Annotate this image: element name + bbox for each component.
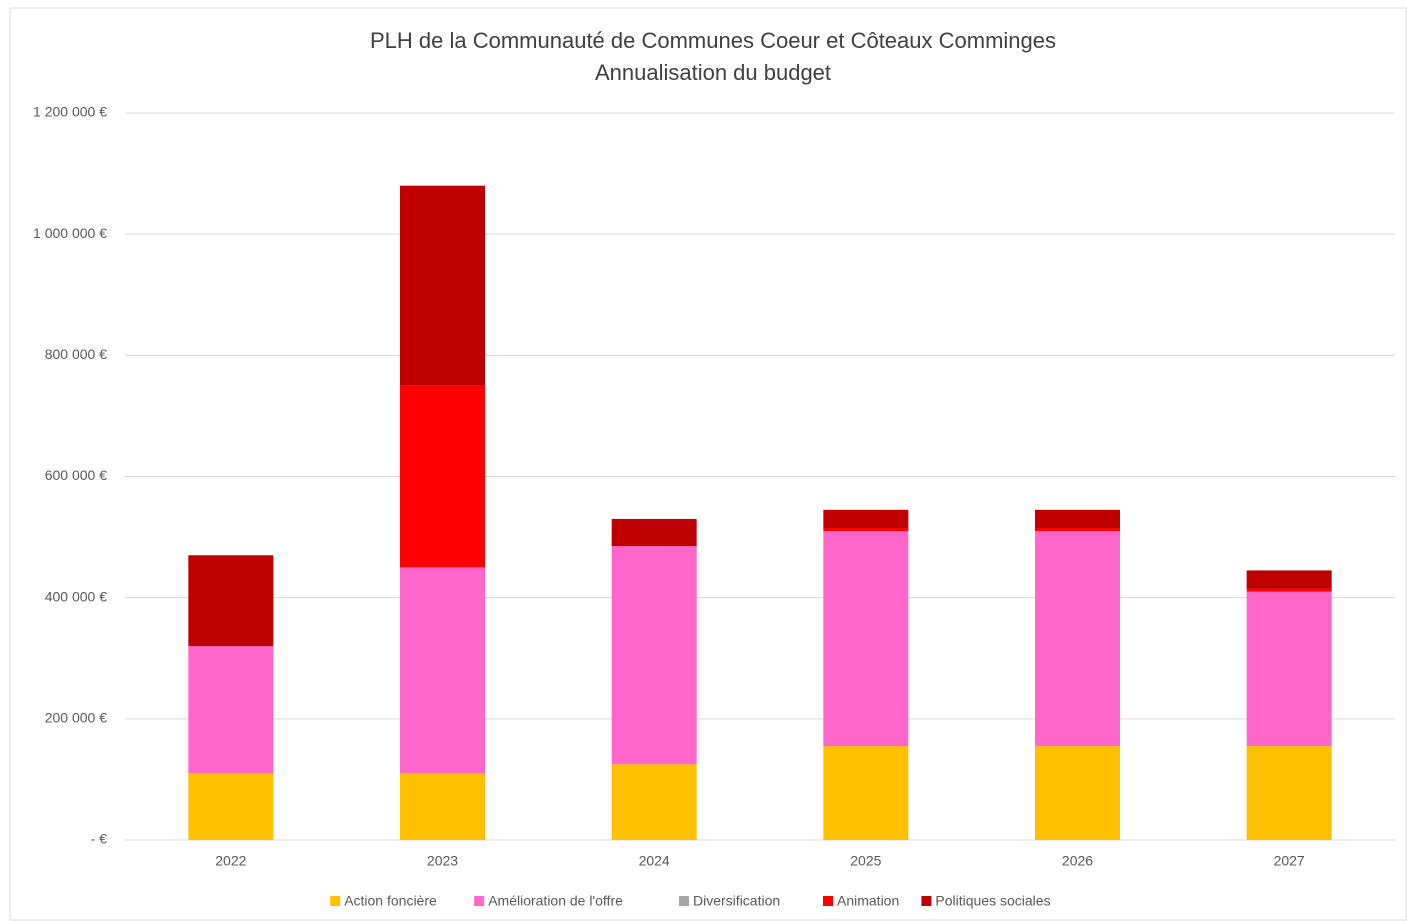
legend-swatch bbox=[921, 896, 932, 906]
legend-label: Amélioration de l'offre bbox=[488, 893, 623, 909]
bar-segment bbox=[1246, 588, 1332, 592]
legend-label: Animation bbox=[837, 893, 899, 909]
bar-segment bbox=[1035, 746, 1120, 840]
bar-segment bbox=[823, 531, 909, 747]
bar-segment bbox=[1246, 591, 1332, 747]
x-tick-label: 2025 bbox=[850, 853, 881, 869]
bar-segment bbox=[188, 555, 274, 647]
x-tick-label: 2023 bbox=[427, 853, 458, 869]
bar-segment bbox=[823, 527, 909, 532]
y-tick-label: 600 000 € bbox=[45, 467, 107, 483]
bar-segment bbox=[400, 185, 485, 386]
legend-swatch bbox=[679, 896, 689, 906]
x-tick-label: 2027 bbox=[1274, 853, 1305, 869]
bar-segment bbox=[1035, 527, 1120, 532]
y-tick-label: 1 200 000 € bbox=[33, 104, 107, 120]
bar-segment bbox=[188, 646, 274, 774]
bar-segment bbox=[823, 509, 909, 528]
chart-subtitle: Annualisation du budget bbox=[595, 60, 831, 85]
chart-title: PLH de la Communauté de Communes Coeur e… bbox=[370, 28, 1056, 53]
y-tick-label: 800 000 € bbox=[45, 346, 107, 362]
x-tick-label: 2024 bbox=[639, 853, 670, 869]
bar-segment bbox=[400, 567, 485, 774]
legend-label: Action foncière bbox=[344, 893, 437, 909]
bar-segment bbox=[1035, 509, 1120, 528]
bar-segment bbox=[188, 773, 274, 840]
legend-label: Diversification bbox=[693, 893, 780, 909]
bar-segment bbox=[1035, 531, 1120, 747]
y-tick-label: 400 000 € bbox=[45, 588, 107, 604]
y-tick-label: 200 000 € bbox=[45, 710, 107, 726]
bar-segment bbox=[1246, 570, 1332, 589]
bar-segment bbox=[611, 764, 697, 840]
x-tick-label: 2026 bbox=[1062, 853, 1093, 869]
bar-segment bbox=[611, 518, 697, 547]
bar-segment bbox=[400, 385, 485, 568]
bar-segment bbox=[1246, 746, 1332, 840]
y-tick-label: - € bbox=[91, 831, 108, 847]
bar-segment bbox=[400, 773, 485, 840]
x-tick-label: 2022 bbox=[215, 853, 246, 869]
legend-swatch bbox=[474, 896, 485, 906]
bar-segment bbox=[611, 546, 697, 765]
bar-segment bbox=[823, 746, 909, 840]
legend-swatch bbox=[330, 896, 341, 906]
y-tick-label: 1 000 000 € bbox=[33, 225, 107, 241]
legend-label: Politiques sociales bbox=[935, 893, 1050, 909]
legend-swatch bbox=[823, 896, 833, 906]
